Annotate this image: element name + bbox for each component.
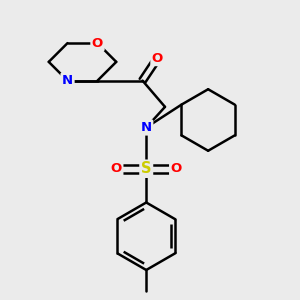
- Text: N: N: [141, 121, 152, 134]
- Text: S: S: [141, 161, 152, 176]
- Text: O: O: [171, 162, 182, 175]
- Text: O: O: [111, 162, 122, 175]
- Text: N: N: [62, 74, 73, 87]
- Text: O: O: [152, 52, 163, 64]
- Text: O: O: [92, 37, 103, 50]
